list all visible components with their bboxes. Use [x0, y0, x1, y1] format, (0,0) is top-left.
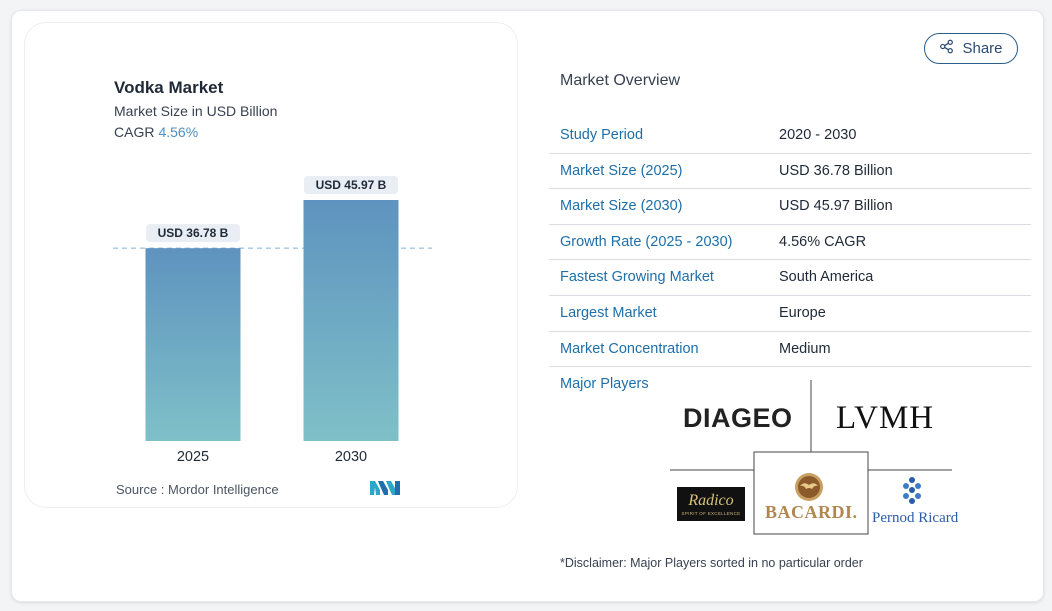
cagr-label: CAGR [114, 124, 155, 140]
row-value: Europe [779, 304, 826, 321]
row-label[interactable]: Market Size (2025) [560, 162, 683, 179]
chart-cagr: CAGR 4.56% [114, 124, 198, 140]
x-tick-label: 2030 [335, 449, 367, 465]
bar-2030[interactable] [303, 200, 399, 441]
major-players-label[interactable]: Major Players [560, 376, 649, 392]
bacardi-logo[interactable]: BACARDI. [765, 502, 858, 522]
overview-row-study-period: Study Period 2020 - 2030 [549, 118, 1031, 154]
bacardi-bat-icon [794, 472, 824, 507]
row-label[interactable]: Largest Market [560, 304, 657, 321]
row-value: 4.56% CAGR [779, 233, 867, 250]
share-label: Share [962, 40, 1003, 57]
overview-row-largest-market: Largest Market Europe [549, 296, 1031, 332]
diageo-logo[interactable]: DIAGEO [683, 403, 793, 433]
overview-row-market-size-2030: Market Size (2030) USD 45.97 Billion [549, 189, 1031, 225]
overview-row-fastest-growing: Fastest Growing Market South America [549, 260, 1031, 296]
x-tick-label: 2025 [177, 449, 209, 465]
row-value: USD 45.97 Billion [779, 198, 893, 215]
pernod-ricard-logo[interactable]: Pernod Ricard [872, 510, 959, 526]
row-value: USD 36.78 Billion [779, 162, 893, 179]
chart-source: Source : Mordor Intelligence [116, 482, 279, 497]
chart-title: Vodka Market [114, 78, 224, 97]
radico-logo[interactable]: Radico SPIRIT OF EXCELLENCE [677, 487, 745, 521]
radico-tagline: SPIRIT OF EXCELLENCE [681, 510, 741, 516]
radico-name: Radico [688, 491, 734, 509]
mordor-intelligence-logo [370, 481, 400, 500]
row-label[interactable]: Market Size (2030) [560, 198, 683, 215]
chart-subtitle: Market Size in USD Billion [114, 103, 278, 119]
market-overview-title: Market Overview [560, 72, 681, 89]
row-value: Medium [779, 340, 831, 357]
row-label[interactable]: Growth Rate (2025 - 2030) [560, 233, 733, 250]
row-label[interactable]: Study Period [560, 127, 644, 143]
overview-row-concentration: Market Concentration Medium [549, 332, 1031, 368]
value-label-bg [304, 176, 398, 194]
share-icon [939, 39, 954, 58]
value-label-bg [146, 224, 240, 243]
market-overview-table: Study Period 2020 - 2030 Market Size (20… [549, 118, 1031, 368]
players-grid-lines [670, 380, 952, 535]
row-label[interactable]: Market Concentration [560, 340, 699, 357]
pernod-ricard-emblem-icon [900, 476, 924, 515]
lvmh-logo[interactable]: LVMH [836, 400, 935, 436]
value-label: USD 36.78 B [158, 226, 229, 240]
bar-2025[interactable] [145, 248, 241, 441]
players-disclaimer: *Disclaimer: Major Players sorted in no … [560, 556, 863, 570]
overview-row-market-size-2025: Market Size (2025) USD 36.78 Billion [549, 154, 1031, 190]
row-value: South America [779, 269, 874, 286]
share-button[interactable]: Share [924, 33, 1018, 64]
row-value: 2020 - 2030 [779, 127, 857, 143]
value-label: USD 45.97 B [316, 178, 387, 192]
cagr-value: 4.56% [158, 124, 199, 140]
chart-card [24, 22, 518, 508]
row-label[interactable]: Fastest Growing Market [560, 269, 714, 286]
overview-row-growth-rate: Growth Rate (2025 - 2030) 4.56% CAGR [549, 225, 1031, 261]
